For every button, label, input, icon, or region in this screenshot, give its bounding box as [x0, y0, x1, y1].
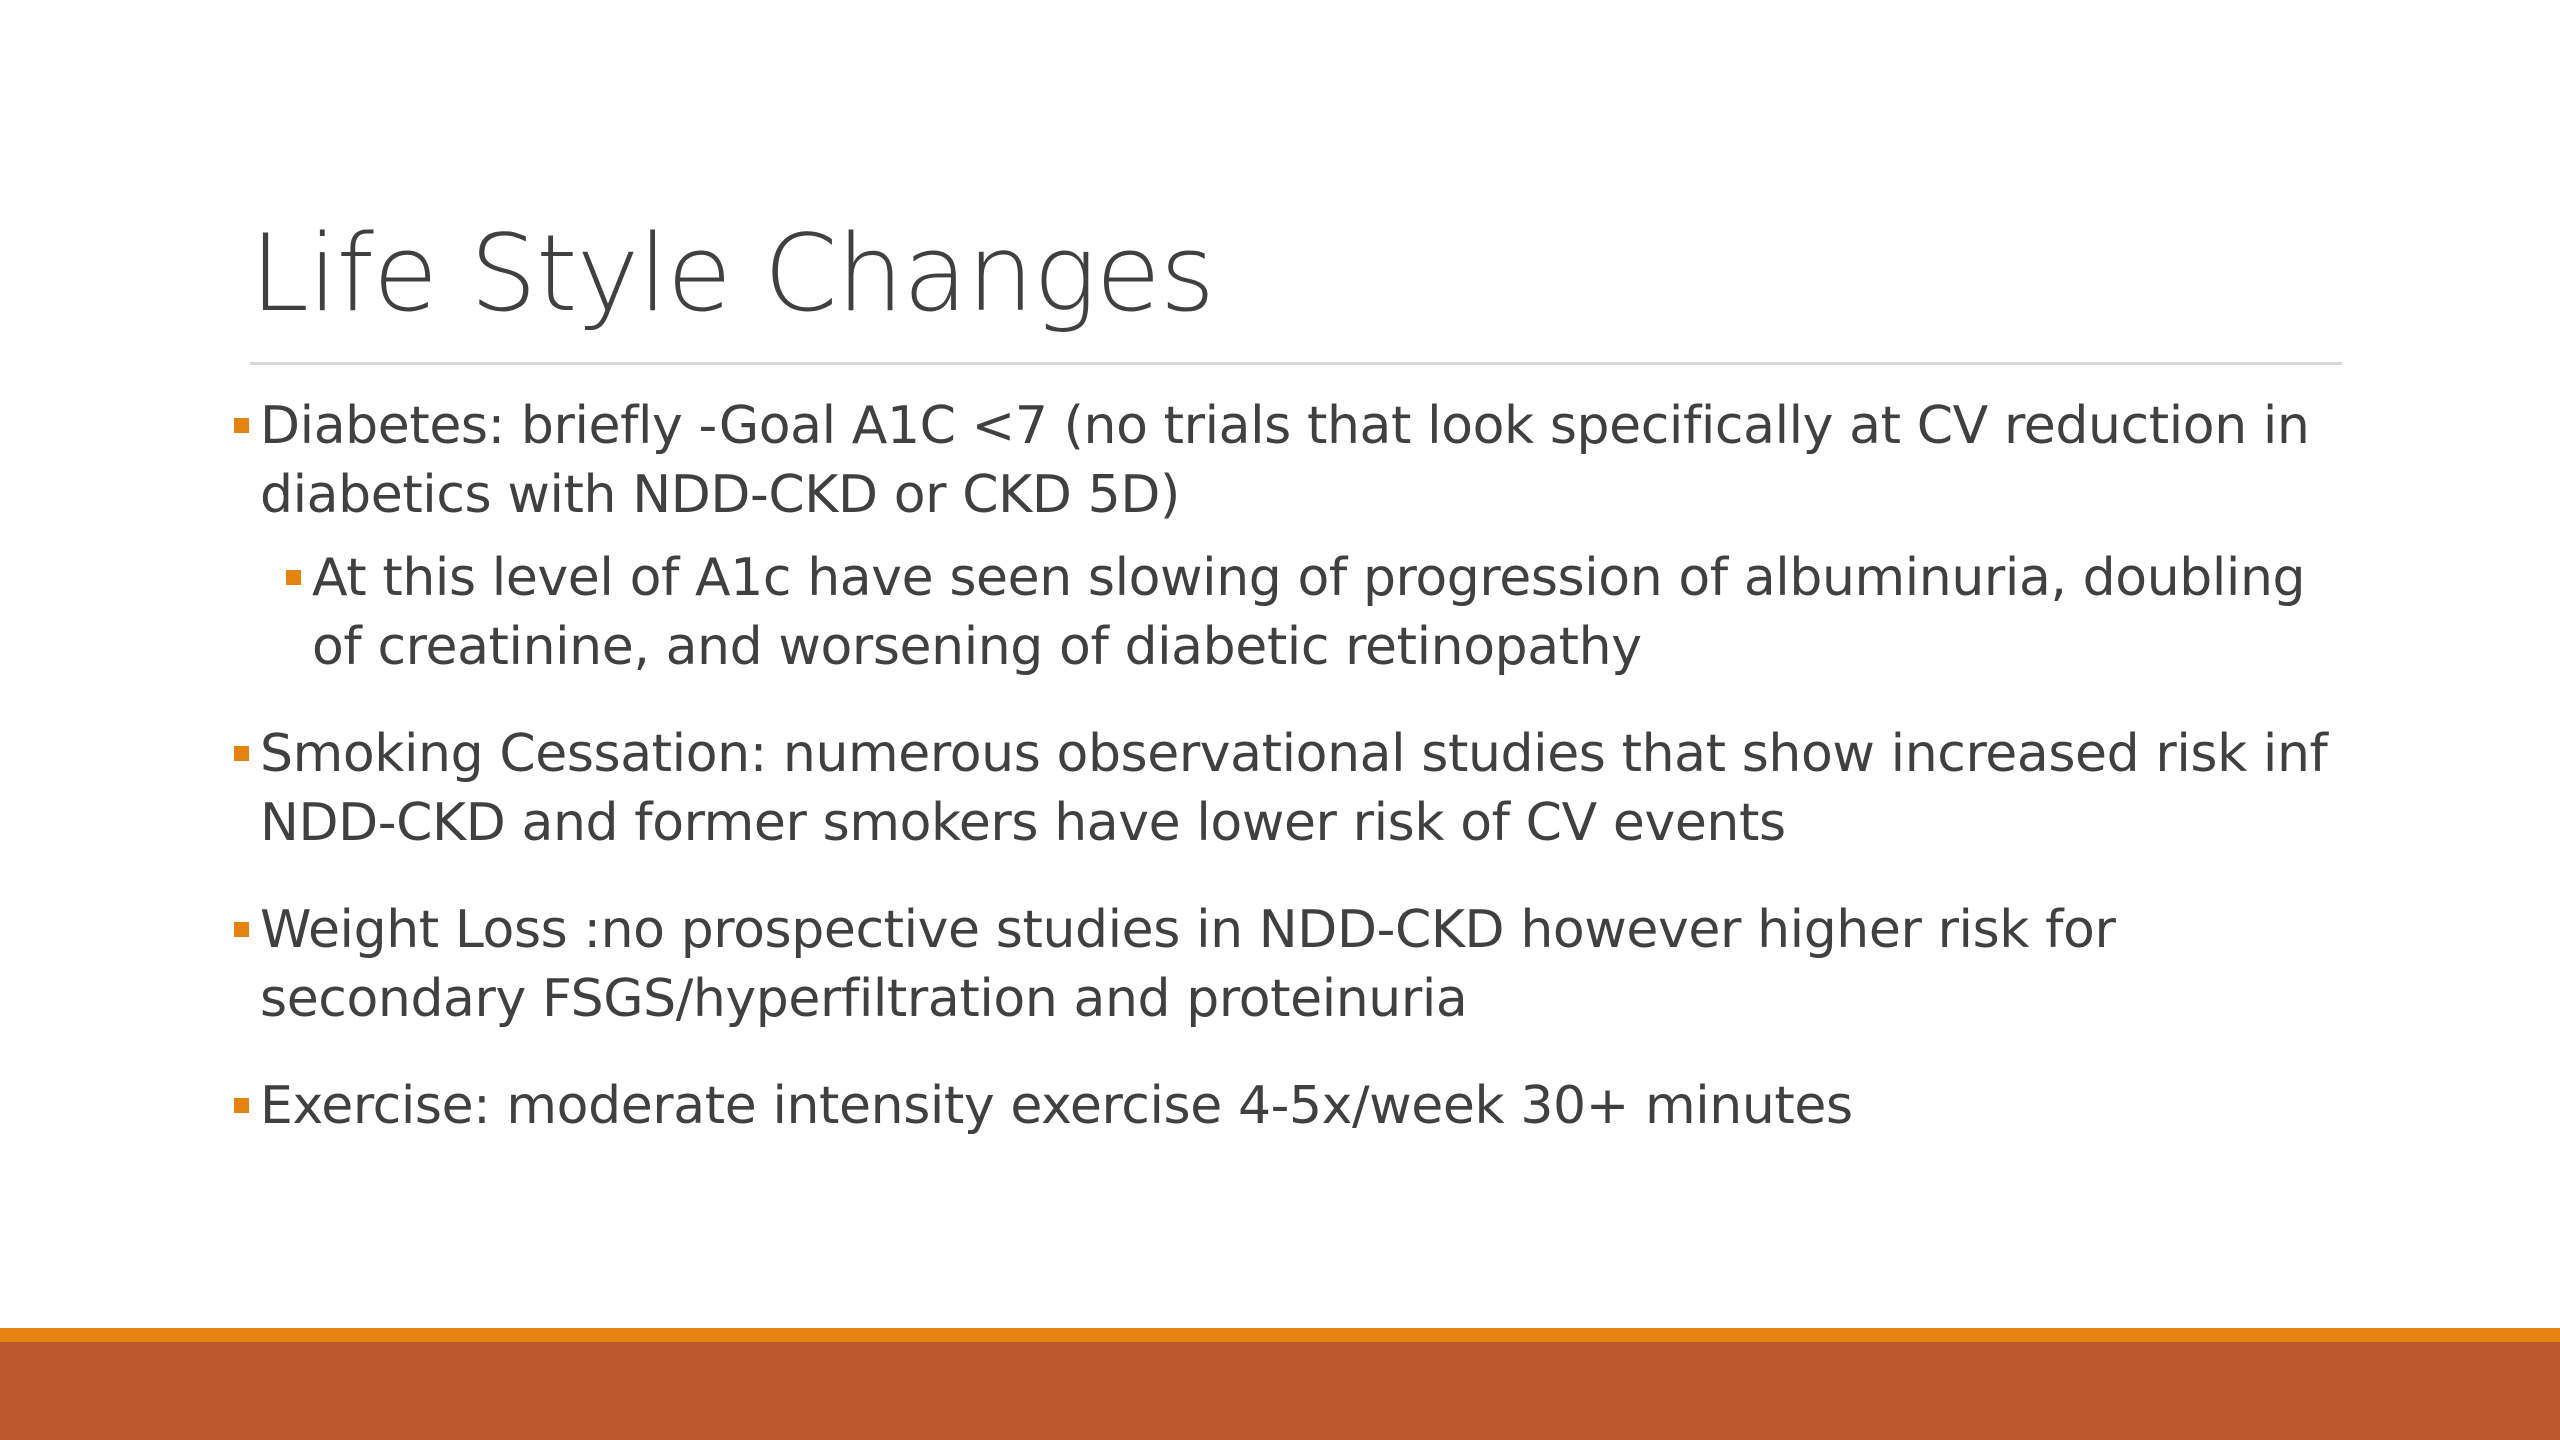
- bullet-text: Diabetes: briefly -Goal A1C <7 (no trial…: [260, 396, 2310, 525]
- square-bullet-icon: [234, 418, 249, 433]
- bullet-text: Exercise: moderate intensity exercise 4-…: [260, 1076, 1853, 1136]
- title-divider: [250, 362, 2342, 365]
- square-bullet-icon: [234, 1098, 249, 1113]
- bullet-diabetes: Diabetes: briefly -Goal A1C <7 (no trial…: [232, 392, 2352, 530]
- bullet-text: Weight Loss :no prospective studies in N…: [260, 900, 2116, 1029]
- bullet-text: Smoking Cessation: numerous observationa…: [260, 724, 2328, 853]
- bullet-list: Diabetes: briefly -Goal A1C <7 (no trial…: [232, 392, 2352, 1141]
- bullet-smoking-cessation: Smoking Cessation: numerous observationa…: [232, 720, 2352, 858]
- square-bullet-icon: [234, 922, 249, 937]
- sub-bullet-a1c: At this level of A1c have seen slowing o…: [280, 544, 2352, 682]
- footer-accent-stripe: [0, 1328, 2560, 1342]
- square-bullet-icon: [286, 570, 301, 585]
- bullet-weight-loss: Weight Loss :no prospective studies in N…: [232, 896, 2352, 1034]
- bullet-exercise: Exercise: moderate intensity exercise 4-…: [232, 1072, 2352, 1141]
- bullet-text: At this level of A1c have seen slowing o…: [312, 548, 2306, 677]
- slide-title: Life Style Changes: [250, 212, 1215, 335]
- footer-bar: [0, 1342, 2560, 1440]
- square-bullet-icon: [234, 746, 249, 761]
